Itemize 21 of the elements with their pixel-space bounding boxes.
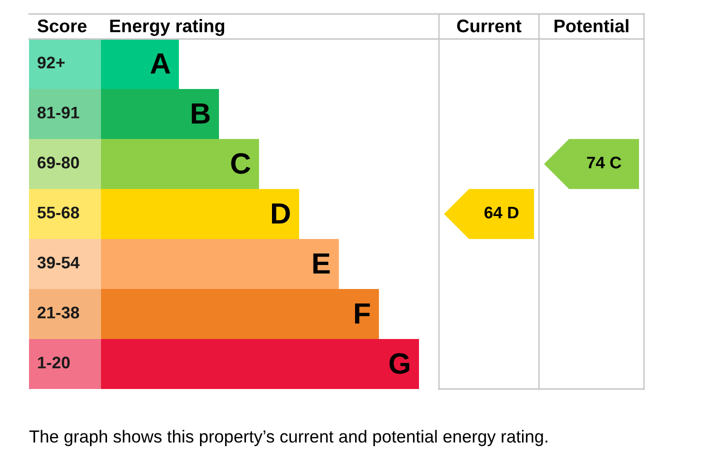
text: Potential [554,19,628,32]
y-tick-label: D [272,203,290,224]
text: 1-20 [38,356,70,368]
y-tick-label: B [192,103,210,124]
text: Current [457,20,522,32]
text: The graph shows this property’s current and potential energy rating. [29,430,548,446]
y-tick-label: G [390,353,410,374]
text: Energy rating [110,19,224,36]
text: 69-80 [38,156,79,168]
y-tick-label: F [355,303,370,324]
text: 92+ [38,56,65,68]
text: 81-91 [38,106,80,118]
y-tick-label: E [313,253,330,274]
text: Score [38,20,87,32]
y-tick-label: C [231,153,250,174]
y-tick-label: A [150,53,170,74]
text: 21-38 [38,306,80,318]
text: 64 D [484,206,518,218]
text: 74 C [587,156,622,168]
text: 39-54 [37,256,80,268]
text: 55-68 [38,206,80,218]
